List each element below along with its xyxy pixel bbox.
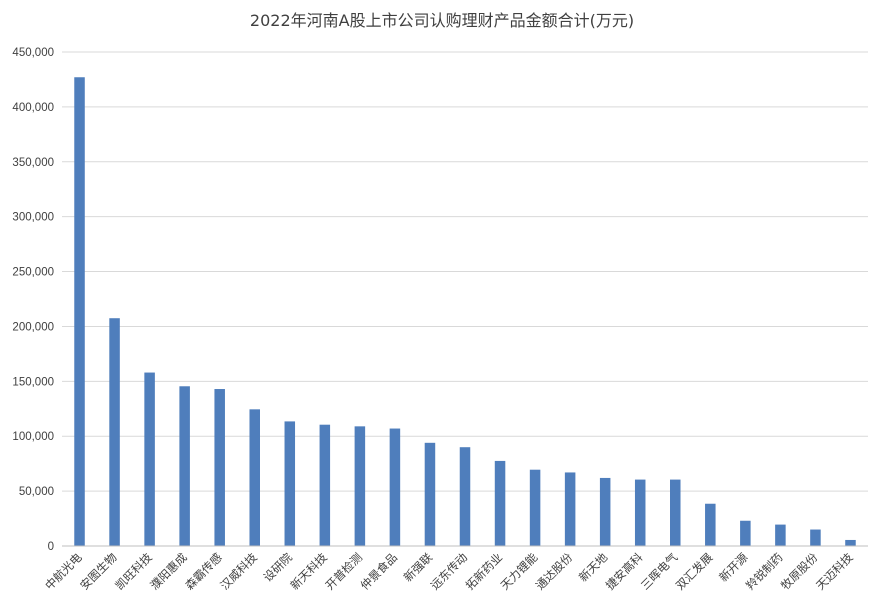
gridlines: [62, 51, 868, 492]
y-tick-label: 50,000: [19, 486, 54, 498]
x-tick-label: 凯旺科技: [112, 550, 155, 593]
bar: [634, 479, 646, 546]
y-axis-tick-labels: 0 50,000 100,000 150,000 200,000 250,000 300,0…: [12, 47, 54, 553]
y-tick-label: 250,000: [12, 267, 54, 279]
bar: [459, 447, 471, 546]
x-tick-label: 森霸传感: [182, 550, 224, 592]
x-tick-label: 汉威科技: [217, 550, 260, 593]
y-tick-label: 200,000: [12, 321, 54, 333]
x-tick-label: 双汇发展: [673, 550, 716, 593]
chart-title: 2022年河南A股上市公司认购理财产品金额合计(万元): [250, 11, 634, 30]
bar: [74, 77, 85, 546]
bar: [424, 442, 436, 546]
x-tick-label: 天迈科技: [813, 550, 856, 593]
x-tick-label: 三晖电气: [638, 550, 681, 593]
bar: [389, 428, 401, 546]
bar: [529, 469, 541, 546]
y-tick-label: 0: [48, 541, 54, 553]
x-tick-label: 拓新药业: [463, 550, 505, 592]
x-tick-label: 羚锐制药: [743, 550, 785, 592]
bar: [249, 409, 260, 546]
x-tick-label: 远东传动: [428, 550, 470, 592]
x-tick-label: 安图生物: [77, 550, 119, 592]
bar: [670, 479, 681, 546]
x-tick-label: 开普检测: [323, 550, 365, 592]
bar: [144, 372, 155, 546]
x-tick-label: 新天科技: [288, 550, 331, 593]
y-tick-label: 300,000: [12, 212, 54, 224]
x-tick-label: 濮阳惠成: [147, 550, 190, 593]
bar: [354, 426, 366, 546]
bar: [319, 424, 331, 546]
bar: [179, 386, 190, 546]
bar: [705, 503, 716, 546]
y-tick-label: 450,000: [12, 47, 54, 59]
bar: [740, 520, 751, 546]
x-tick-label: 中航光电: [42, 550, 85, 593]
bar: [599, 477, 611, 546]
x-tick-label: 捷安高科: [603, 550, 646, 593]
x-tick-label: 牧原股份: [778, 550, 821, 593]
x-axis-tick-labels: 中航光电安图生物凯旺科技濮阳惠成森霸传感汉威科技 设研院新天科技开普检测仲景食品新…: [42, 550, 856, 593]
bar: [494, 460, 506, 546]
bar: [214, 389, 225, 546]
bars: [74, 77, 856, 546]
bar: [109, 318, 120, 546]
x-tick-label: 仲景食品: [358, 550, 400, 592]
y-tick-label: 150,000: [12, 376, 54, 388]
bar: [775, 524, 786, 546]
bar: [564, 472, 576, 546]
y-tick-label: 350,000: [12, 157, 54, 169]
bar: [845, 539, 856, 546]
bar: [284, 421, 296, 546]
y-tick-label: 100,000: [12, 431, 54, 443]
y-tick-label: 400,000: [12, 102, 54, 114]
x-tick-label: 通达股份: [533, 550, 576, 593]
bar: [810, 529, 821, 546]
x-tick-label: 天力锂能: [498, 550, 541, 593]
